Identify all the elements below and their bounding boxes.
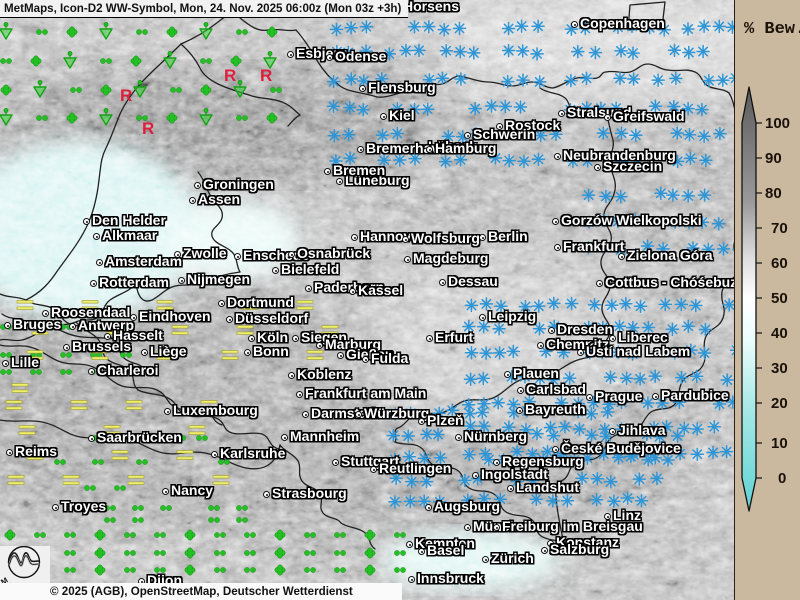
svg-text:10: 10 [771, 435, 788, 452]
svg-text:% Bew.: % Bew. [744, 20, 800, 39]
svg-text:0: 0 [778, 470, 786, 487]
svg-text:50: 50 [771, 290, 788, 307]
svg-text:90: 90 [765, 150, 782, 167]
svg-text:40: 40 [771, 325, 788, 342]
svg-text:100: 100 [765, 115, 790, 132]
svg-text:80: 80 [765, 185, 782, 202]
svg-text:60: 60 [771, 255, 788, 272]
svg-text:30: 30 [771, 360, 788, 377]
svg-text:20: 20 [771, 395, 788, 412]
svg-text:70: 70 [771, 220, 788, 237]
